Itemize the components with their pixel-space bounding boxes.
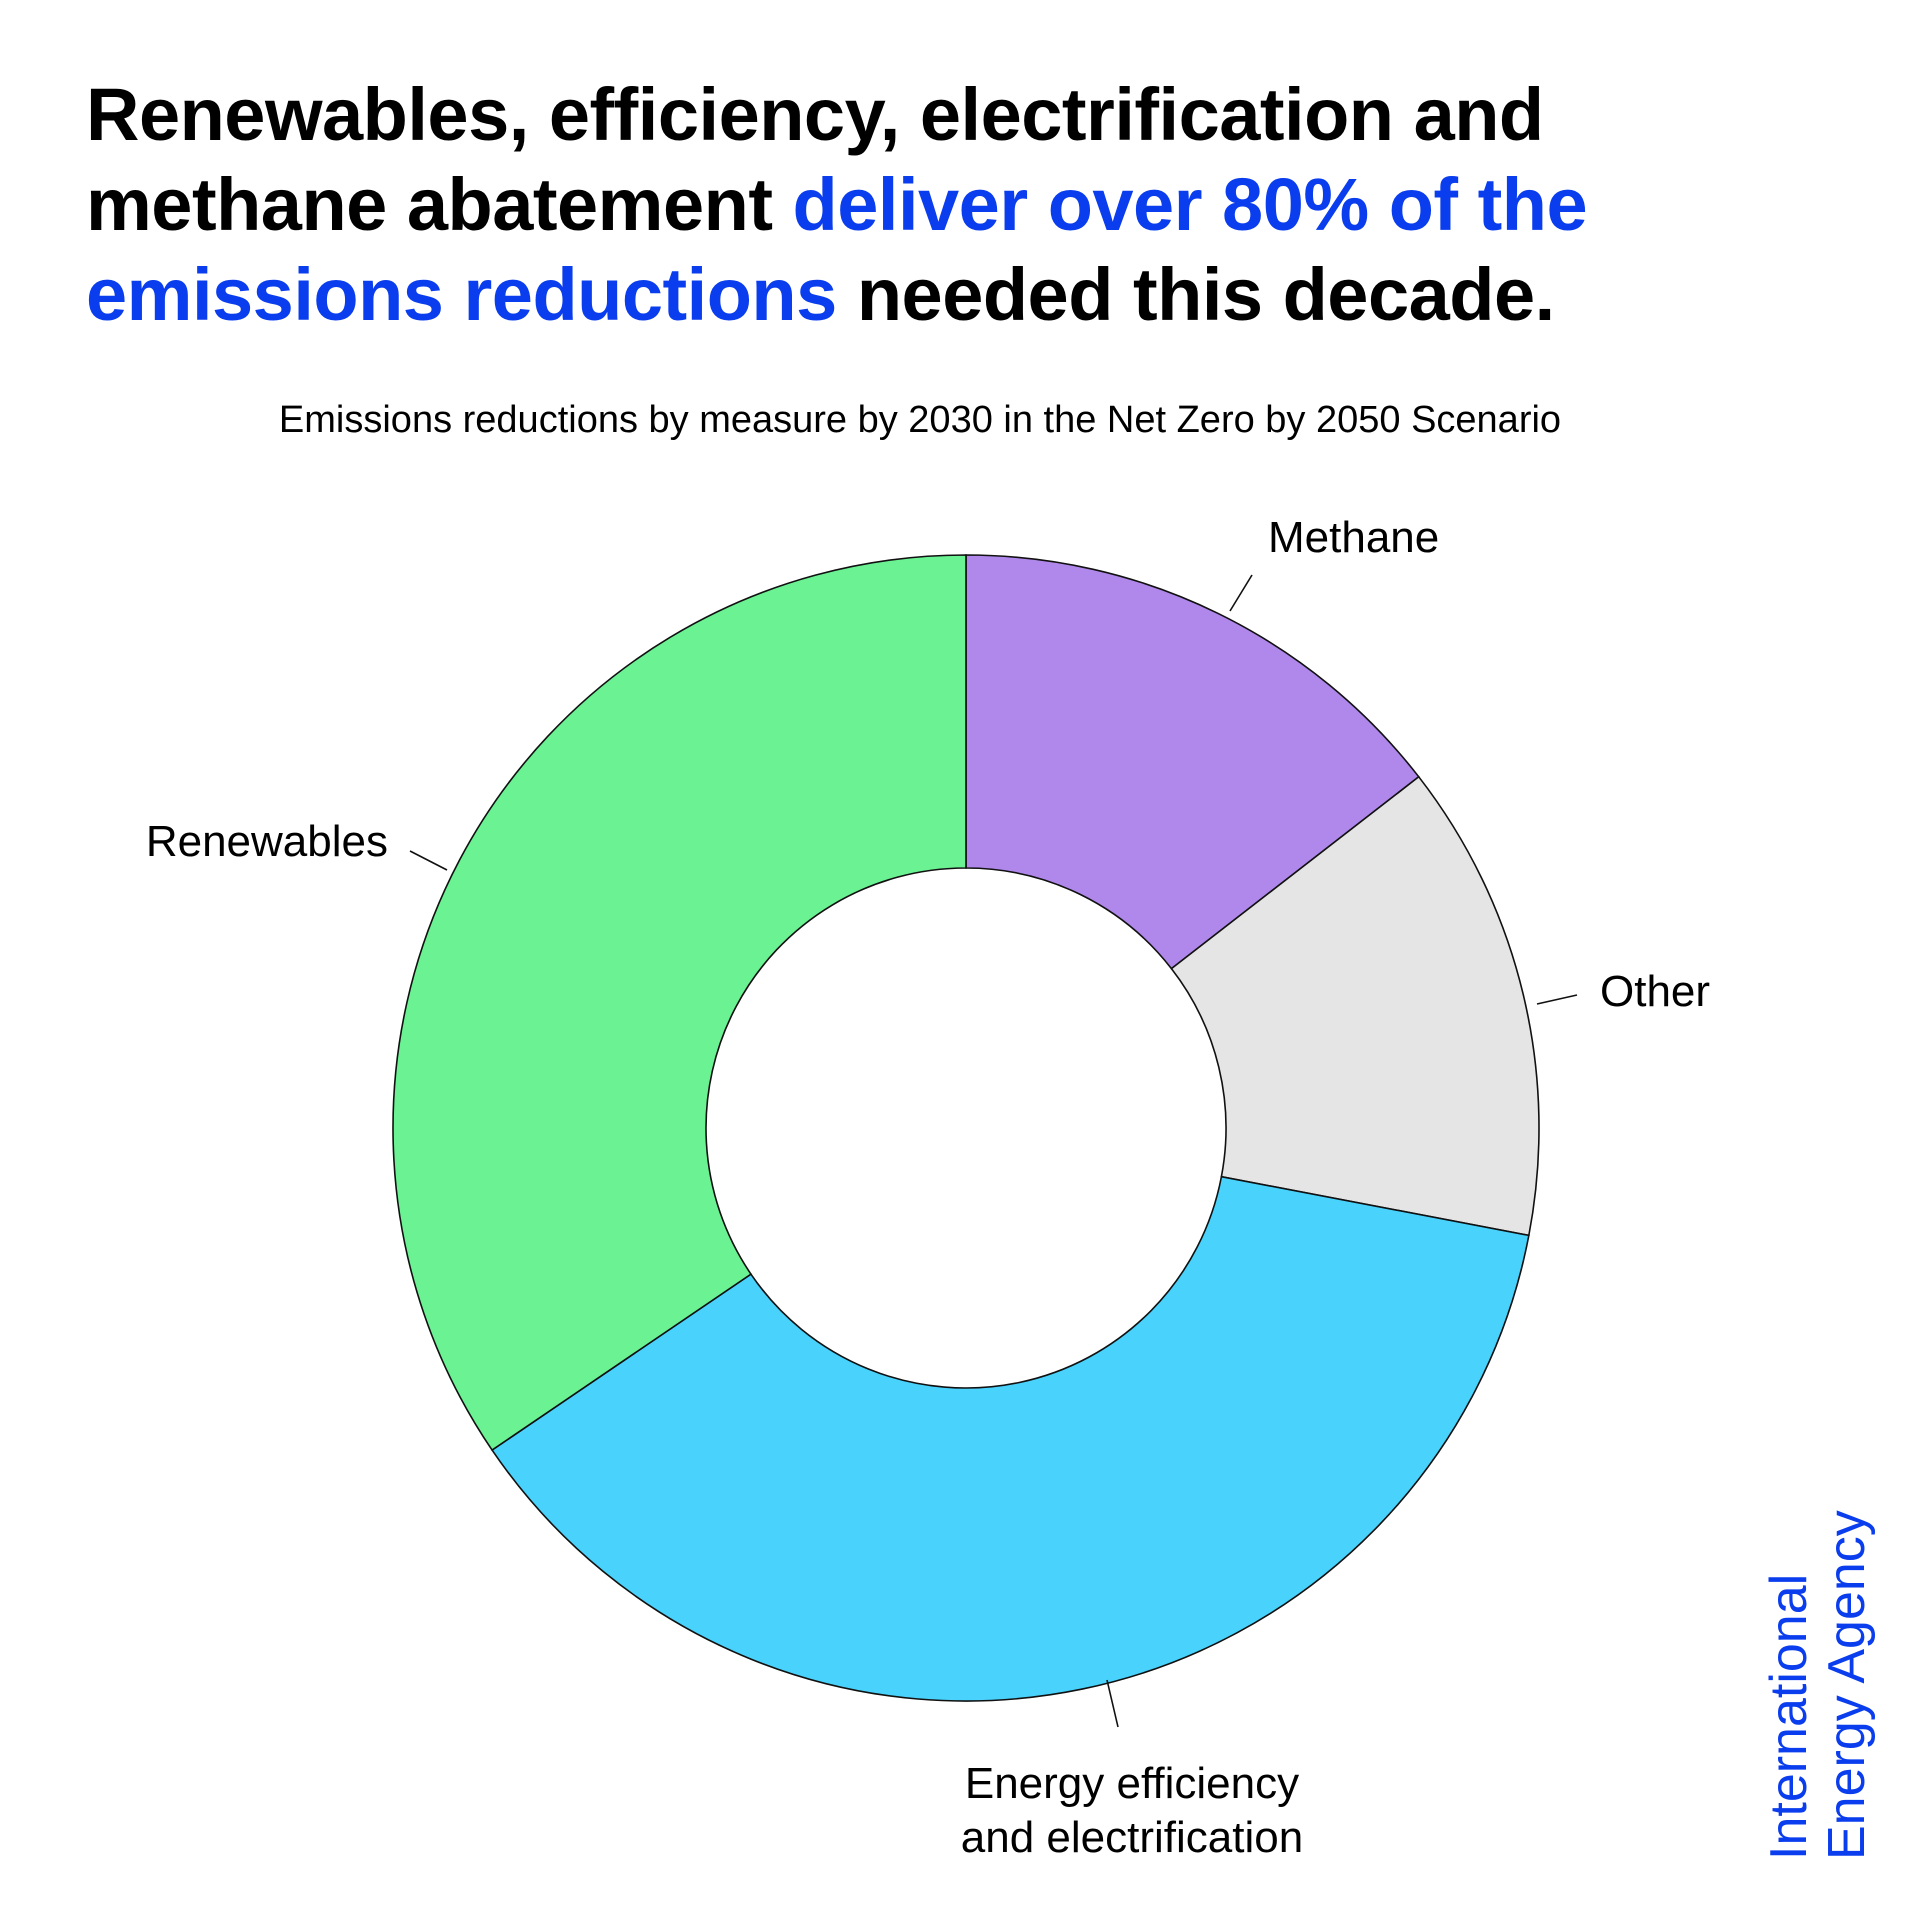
slice-methane (965, 554, 1420, 970)
chart-title: Emissions reductions by measure by 2030 … (278, 399, 1562, 441)
leader-line (1536, 994, 1578, 1005)
slice-other (1170, 775, 1540, 1237)
slice-label: Other (1600, 967, 1710, 1016)
leader-line (1106, 1679, 1119, 1728)
iea-logo: International Energy Agency (1760, 1510, 1876, 1860)
logo-line-2: Energy Agency (1818, 1510, 1876, 1860)
slice-energy-efficiency-and-electrification (490, 1175, 1530, 1702)
leader-line (1229, 574, 1253, 612)
slice-label: Energy efficiency and electrification (961, 1759, 1303, 1862)
headline-text: Renewables, efficiency, electrification … (86, 73, 1544, 246)
slice-label: Methane (1268, 513, 1439, 562)
headline: Renewables, efficiency, electrification … (86, 70, 1786, 340)
headline-highlight: deliver over 80% of the emissions reduct… (86, 163, 1588, 336)
slice-renewables (392, 554, 967, 1452)
headline-text-end: needed this decade. (836, 253, 1555, 336)
slice-label: Renewables (146, 817, 388, 866)
logo-line-1: International (1760, 1573, 1818, 1860)
leader-line (409, 850, 448, 871)
